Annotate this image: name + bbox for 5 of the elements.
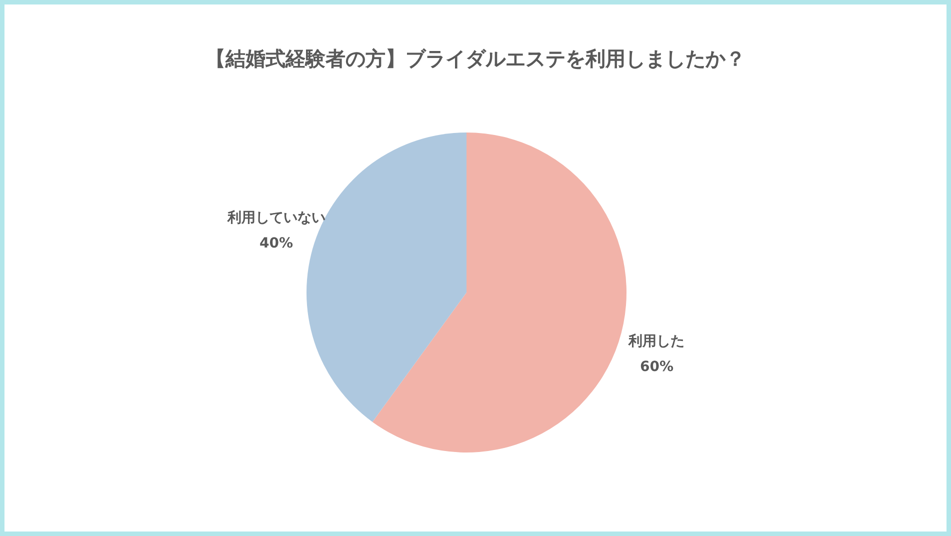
slice-label: 利用した: [628, 334, 685, 350]
data-label: 60%: [640, 359, 674, 376]
chart-title: 【結婚式経験者の方】ブライダルエステを利用しましたか？: [206, 46, 746, 70]
data-label: 40%: [260, 235, 294, 252]
slice-label: 利用していない: [226, 210, 326, 226]
